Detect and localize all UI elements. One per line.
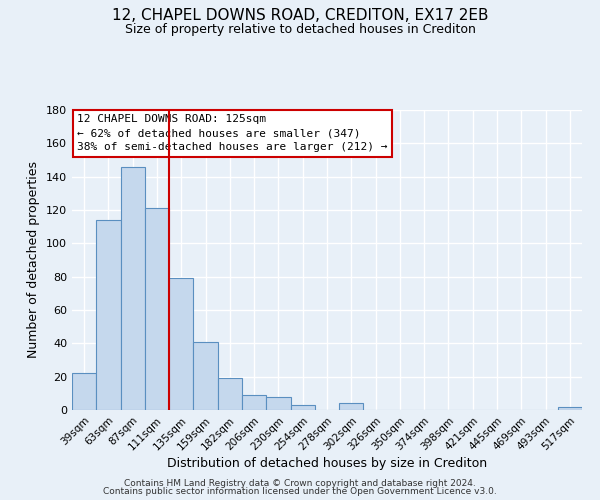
Y-axis label: Number of detached properties: Number of detached properties xyxy=(28,162,40,358)
Bar xyxy=(242,395,266,410)
Text: Contains public sector information licensed under the Open Government Licence v3: Contains public sector information licen… xyxy=(103,487,497,496)
Text: Size of property relative to detached houses in Crediton: Size of property relative to detached ho… xyxy=(125,22,475,36)
X-axis label: Distribution of detached houses by size in Crediton: Distribution of detached houses by size … xyxy=(167,458,487,470)
Bar xyxy=(266,396,290,410)
Bar xyxy=(169,278,193,410)
Bar xyxy=(558,406,582,410)
Bar xyxy=(339,404,364,410)
Text: Contains HM Land Registry data © Crown copyright and database right 2024.: Contains HM Land Registry data © Crown c… xyxy=(124,478,476,488)
Text: 12, CHAPEL DOWNS ROAD, CREDITON, EX17 2EB: 12, CHAPEL DOWNS ROAD, CREDITON, EX17 2E… xyxy=(112,8,488,22)
Bar xyxy=(121,166,145,410)
Bar xyxy=(193,342,218,410)
Bar xyxy=(218,378,242,410)
Text: 12 CHAPEL DOWNS ROAD: 125sqm
← 62% of detached houses are smaller (347)
38% of s: 12 CHAPEL DOWNS ROAD: 125sqm ← 62% of de… xyxy=(77,114,388,152)
Bar xyxy=(145,208,169,410)
Bar xyxy=(96,220,121,410)
Bar xyxy=(72,374,96,410)
Bar xyxy=(290,405,315,410)
